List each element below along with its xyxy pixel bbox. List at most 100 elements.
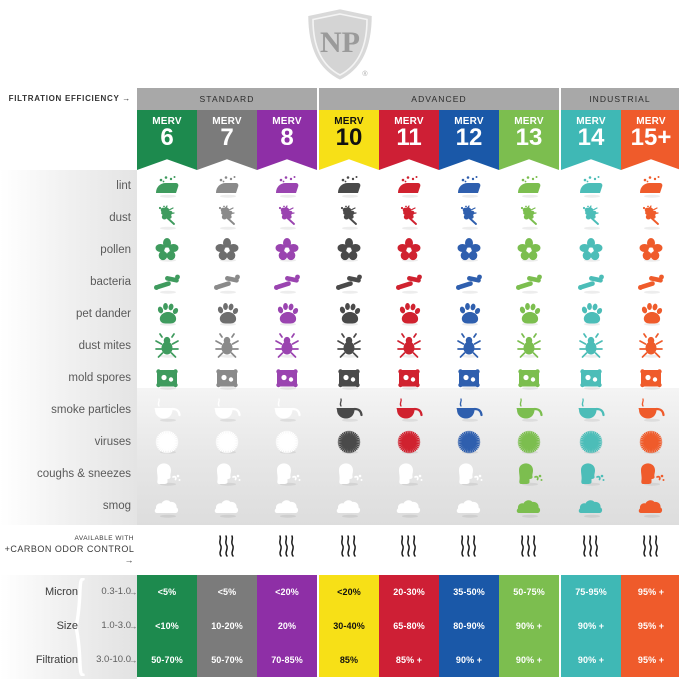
merv-banner-14[interactable]: MERV 14 <box>561 110 621 170</box>
merv-banner-6[interactable]: MERV 6 <box>137 110 197 170</box>
odor-waves-icon <box>499 529 559 563</box>
spore-icon <box>439 362 499 394</box>
sneeze-icon <box>499 458 559 490</box>
group-header-advanced: ADVANCED <box>319 88 559 110</box>
logo-area: NP ® <box>0 0 679 86</box>
svg-text:NP: NP <box>320 26 360 59</box>
efficiency-value-cell: 70-85% <box>257 643 317 677</box>
contaminant-label-pet-dander: pet dander <box>76 308 131 320</box>
merv-word: MERV <box>636 116 666 127</box>
sneeze-icon <box>379 458 439 490</box>
smog-icon <box>439 490 499 522</box>
pipe-icon <box>137 394 197 426</box>
arrow-icon: → <box>124 555 134 565</box>
efficiency-value-cell: 85% <box>319 643 379 677</box>
efficiency-value-cell: 90% + <box>499 609 559 643</box>
merv-banner-12[interactable]: MERV 12 <box>439 110 499 170</box>
duster-icon <box>499 202 559 234</box>
paw-icon <box>137 298 197 330</box>
arrow-icon: → <box>122 94 131 103</box>
merv-number: 12 <box>455 124 483 151</box>
virus-icon <box>197 426 257 458</box>
bacillus-icon <box>379 266 439 298</box>
efficiency-value-cell: 20% <box>257 609 317 643</box>
merv-banner-10[interactable]: MERV 10 <box>319 110 379 170</box>
merv-banner-15plus[interactable]: MERV 15+ <box>621 110 679 170</box>
merv-number: 6 <box>160 124 174 151</box>
efficiency-value-cell: 50-75% <box>499 575 559 609</box>
efficiency-value-cell: 30-40% <box>319 609 379 643</box>
contaminant-label-pollen: pollen <box>100 244 131 256</box>
merv-word: MERV <box>272 116 302 127</box>
flower-icon <box>561 234 621 266</box>
smog-icon <box>561 490 621 522</box>
matrix-label-gradient <box>0 170 137 525</box>
duster-icon <box>257 202 317 234</box>
merv-number: 15+ <box>630 124 672 151</box>
efficiency-value-cell: 50-70% <box>137 643 197 677</box>
merv-number: 7 <box>220 124 234 151</box>
efficiency-row: Filtration 3.0-10.0 → 50-70% 50-70% 70-85% 85%… <box>0 643 679 677</box>
efficiency-row-name: Micron <box>44 586 78 598</box>
odor-waves-icon <box>621 529 679 563</box>
virus-icon <box>379 426 439 458</box>
merv-number: 10 <box>335 124 363 151</box>
virus-icon <box>621 426 679 458</box>
contaminant-row: viruses <box>0 426 679 458</box>
group-header-standard: STANDARD <box>137 88 317 110</box>
efficiency-value-cell: <5% <box>137 575 197 609</box>
mite-icon <box>621 330 679 362</box>
paw-icon <box>499 298 559 330</box>
odor-waves-icon <box>561 529 621 563</box>
merv-number: 13 <box>515 124 543 151</box>
bacillus-icon <box>319 266 379 298</box>
merv-banner-7[interactable]: MERV 7 <box>197 110 257 170</box>
paw-icon <box>257 298 317 330</box>
merv-banner-13[interactable]: MERV 13 <box>499 110 559 170</box>
contaminant-label-smoke-particles: smoke particles <box>51 404 131 416</box>
merv-word: MERV <box>394 116 424 127</box>
spore-icon <box>137 362 197 394</box>
sneeze-icon <box>439 458 499 490</box>
contaminant-row: dust <box>0 202 679 234</box>
efficiency-row-name: Size <box>56 620 78 632</box>
duster-icon <box>621 202 679 234</box>
merv-banner-8[interactable]: MERV 8 <box>257 110 317 170</box>
lint-icon <box>499 170 559 202</box>
spore-icon <box>499 362 559 394</box>
duster-icon <box>137 202 197 234</box>
bacillus-icon <box>499 266 559 298</box>
contaminant-row: smog <box>0 490 679 522</box>
virus-icon <box>257 426 317 458</box>
smog-icon <box>137 490 197 522</box>
smog-icon <box>257 490 317 522</box>
smog-icon <box>379 490 439 522</box>
merv-banner-11[interactable]: MERV 11 <box>379 110 439 170</box>
carbon-available-with-text: AVAILABLE WITH <box>74 535 134 542</box>
efficiency-row-name: Filtration <box>35 654 78 666</box>
spore-icon <box>621 362 679 394</box>
smog-icon <box>319 490 379 522</box>
mite-icon <box>439 330 499 362</box>
contaminant-label-bacteria: bacteria <box>90 276 131 288</box>
sneeze-icon <box>197 458 257 490</box>
smog-icon <box>499 490 559 522</box>
pipe-icon <box>499 394 559 426</box>
bacillus-icon <box>137 266 197 298</box>
pipe-icon <box>197 394 257 426</box>
duster-icon <box>379 202 439 234</box>
efficiency-value-cell: 90% + <box>561 643 621 677</box>
pipe-icon <box>319 394 379 426</box>
odor-waves-icon <box>197 529 257 563</box>
merv-number: 8 <box>280 124 294 151</box>
efficiency-value-cell: 65-80% <box>379 609 439 643</box>
registered-mark: ® <box>362 70 368 78</box>
arrow-icon: → <box>128 621 138 631</box>
flower-icon <box>499 234 559 266</box>
lint-icon <box>197 170 257 202</box>
contaminant-label-smog: smog <box>102 500 131 512</box>
filtration-efficiency-label: FILTRATION EFFICIENCY → <box>0 88 137 110</box>
smog-icon <box>197 490 257 522</box>
efficiency-value-cell: 90% + <box>561 609 621 643</box>
merv-number: 14 <box>577 124 605 151</box>
